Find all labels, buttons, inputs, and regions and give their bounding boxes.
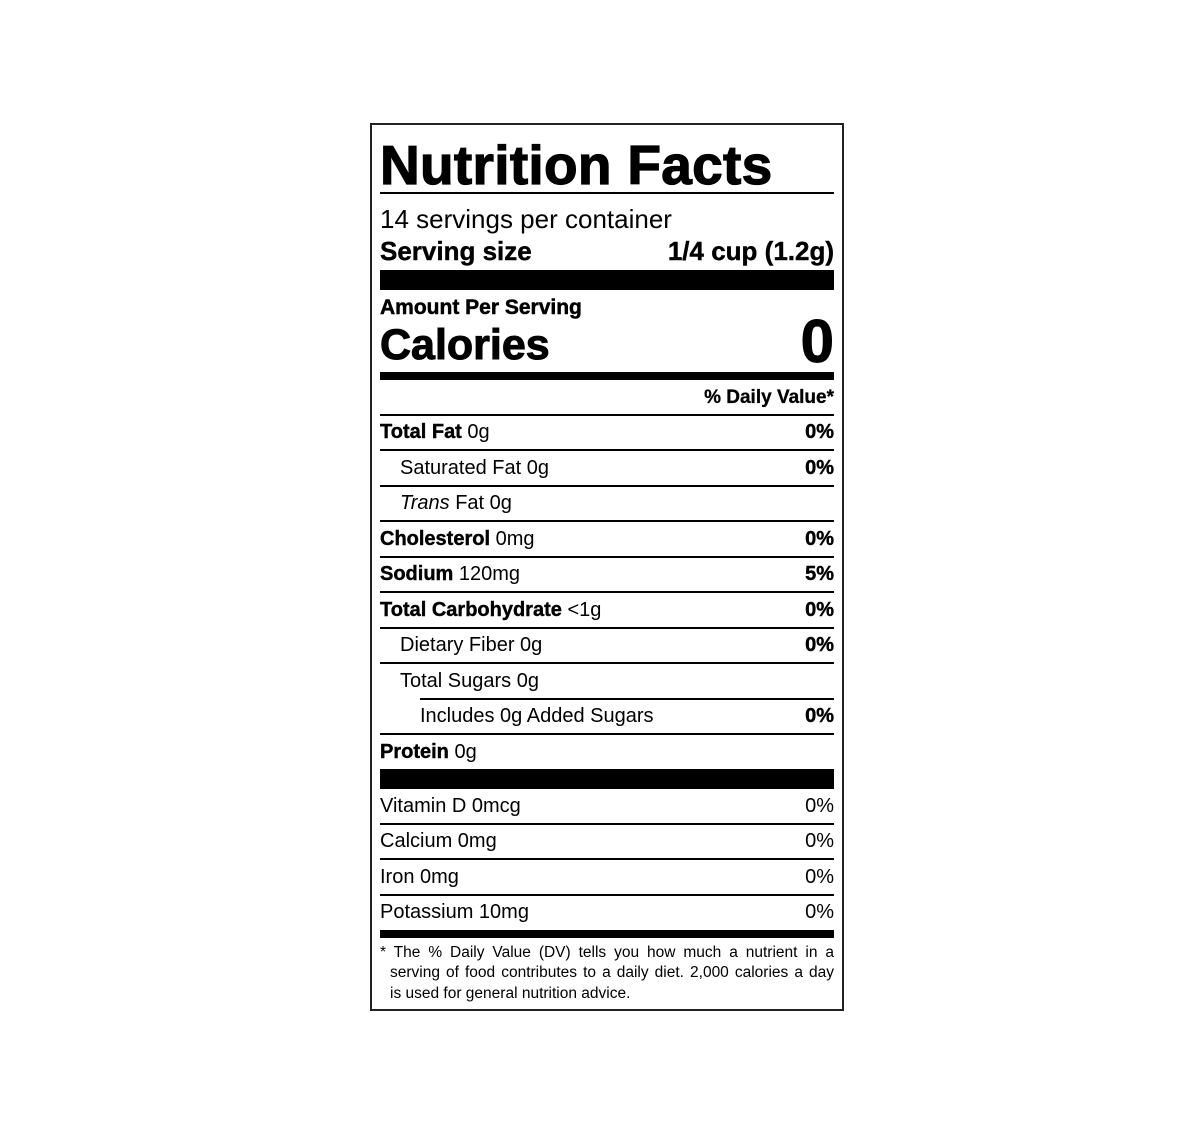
nutrient-row-protein: Protein 0g xyxy=(380,741,477,763)
calories-value: 0 xyxy=(800,308,834,375)
serving-size-label: Serving size xyxy=(380,236,532,266)
nutrient-row-saturated-fat: Saturated Fat 0g 0% xyxy=(400,457,834,479)
medium-divider xyxy=(380,930,834,938)
divider xyxy=(380,192,834,194)
thick-divider xyxy=(380,769,834,789)
nutrient-row-dietary-fiber: Dietary Fiber 0g 0% xyxy=(400,634,834,656)
servings-per-container: 14 servings per container xyxy=(380,204,672,234)
nutrient-row-trans-fat: Trans Fat 0g xyxy=(400,492,512,514)
calories-label: Calories xyxy=(380,321,551,370)
nutrient-row-added-sugars: Includes 0g Added Sugars 0% xyxy=(420,705,834,727)
vitamin-row-vitamin-d: Vitamin D 0mcg 0% xyxy=(380,795,834,817)
label-title: Nutrition Facts xyxy=(379,134,773,196)
daily-value-header: % Daily Value* xyxy=(704,387,834,408)
nutrient-row-total-fat: Total Fat 0g 0% xyxy=(380,421,834,443)
thick-divider xyxy=(380,270,834,290)
vitamin-row-calcium: Calcium 0mg 0% xyxy=(380,830,834,852)
serving-size-value: 1/4 cup (1.2g) xyxy=(667,236,835,266)
medium-divider xyxy=(380,372,834,380)
amount-per-serving: Amount Per Serving xyxy=(380,296,582,320)
daily-value-footnote: * The % Daily Value (DV) tells you how m… xyxy=(380,944,834,1002)
vitamin-row-potassium: Potassium 10mg 0% xyxy=(380,901,834,923)
nutrient-row-sodium: Sodium 120mg 5% xyxy=(380,563,834,585)
vitamin-row-iron: Iron 0mg 0% xyxy=(380,866,834,888)
divider xyxy=(380,414,834,416)
nutrient-row-total-carbohydrate: Total Carbohydrate <1g 0% xyxy=(380,599,834,621)
nutrient-row-total-sugars: Total Sugars 0g xyxy=(400,670,539,692)
nutrient-row-cholesterol: Cholesterol 0mg 0% xyxy=(380,528,834,550)
nutrition-facts-label: Nutrition Facts 14 servings per containe… xyxy=(370,123,844,1011)
